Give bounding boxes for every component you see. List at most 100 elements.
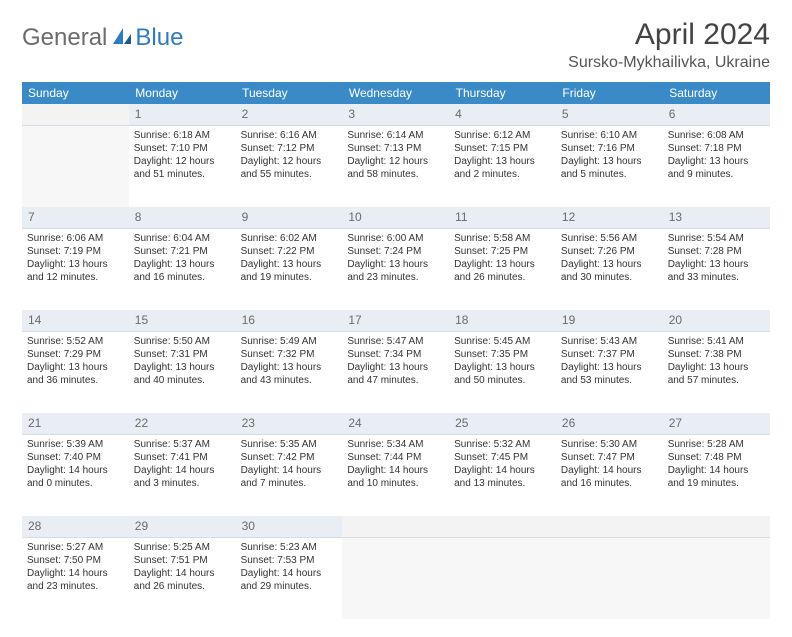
day-info-line: Sunrise: 5:58 AM <box>454 232 551 245</box>
day-header: Wednesday <box>342 82 449 104</box>
week-row: Sunrise: 5:27 AMSunset: 7:50 PMDaylight:… <box>22 537 770 619</box>
day-info-line: Daylight: 14 hours <box>241 567 338 580</box>
day-info-line: and 23 minutes. <box>347 271 444 284</box>
day-info-line: and 2 minutes. <box>454 168 551 181</box>
day-number: 3 <box>342 104 449 125</box>
calendar-table: SundayMondayTuesdayWednesdayThursdayFrid… <box>22 82 770 619</box>
day-info-line: and 19 minutes. <box>241 271 338 284</box>
day-info-line: and 19 minutes. <box>668 477 765 490</box>
day-number: 24 <box>342 413 449 434</box>
day-cell: Sunrise: 5:25 AMSunset: 7:51 PMDaylight:… <box>129 537 236 619</box>
day-info-line: and 30 minutes. <box>561 271 658 284</box>
day-cell <box>449 537 556 619</box>
day-cell: Sunrise: 5:23 AMSunset: 7:53 PMDaylight:… <box>236 537 343 619</box>
day-info-line: Sunset: 7:48 PM <box>668 451 765 464</box>
day-info-line: Sunrise: 5:23 AM <box>241 541 338 554</box>
daynum-row: 282930 <box>22 516 770 537</box>
day-info-line: Daylight: 14 hours <box>347 464 444 477</box>
day-number: 21 <box>22 413 129 434</box>
day-header: Tuesday <box>236 82 343 104</box>
day-info-line: Daylight: 14 hours <box>27 567 124 580</box>
day-info-line: Daylight: 13 hours <box>561 258 658 271</box>
day-info-line: Sunset: 7:50 PM <box>27 554 124 567</box>
day-info-line: Sunset: 7:12 PM <box>241 142 338 155</box>
day-info-line: Daylight: 14 hours <box>134 464 231 477</box>
day-info-line: Sunset: 7:37 PM <box>561 348 658 361</box>
day-info-line: Sunrise: 5:52 AM <box>27 335 124 348</box>
day-info-line: Sunset: 7:34 PM <box>347 348 444 361</box>
daynum-row: 123456 <box>22 104 770 125</box>
day-info-line: Daylight: 12 hours <box>241 155 338 168</box>
day-info-line: and 16 minutes. <box>561 477 658 490</box>
day-cell: Sunrise: 5:58 AMSunset: 7:25 PMDaylight:… <box>449 228 556 310</box>
day-info-line: and 26 minutes. <box>454 271 551 284</box>
day-info-line: Daylight: 13 hours <box>454 155 551 168</box>
day-info-line: and 10 minutes. <box>347 477 444 490</box>
day-info-line: Daylight: 13 hours <box>241 258 338 271</box>
day-info-line: Sunset: 7:15 PM <box>454 142 551 155</box>
day-info-line: and 51 minutes. <box>134 168 231 181</box>
day-info-line: Sunset: 7:53 PM <box>241 554 338 567</box>
day-info-line: Sunrise: 6:14 AM <box>347 129 444 142</box>
day-info-line: Daylight: 14 hours <box>27 464 124 477</box>
day-number: 4 <box>449 104 556 125</box>
day-info-line: and 9 minutes. <box>668 168 765 181</box>
day-info-line: and 0 minutes. <box>27 477 124 490</box>
day-cell: Sunrise: 6:06 AMSunset: 7:19 PMDaylight:… <box>22 228 129 310</box>
day-number: 6 <box>663 104 770 125</box>
day-info-line: Sunrise: 5:34 AM <box>347 438 444 451</box>
day-cell: Sunrise: 5:49 AMSunset: 7:32 PMDaylight:… <box>236 331 343 413</box>
day-cell: Sunrise: 5:41 AMSunset: 7:38 PMDaylight:… <box>663 331 770 413</box>
logo: General Blue <box>22 24 183 52</box>
day-header: Friday <box>556 82 663 104</box>
day-header: Saturday <box>663 82 770 104</box>
day-header: Sunday <box>22 82 129 104</box>
day-info-line: and 13 minutes. <box>454 477 551 490</box>
day-info-line: Sunset: 7:29 PM <box>27 348 124 361</box>
week-row: Sunrise: 5:52 AMSunset: 7:29 PMDaylight:… <box>22 331 770 413</box>
day-number <box>556 516 663 537</box>
day-cell: Sunrise: 5:32 AMSunset: 7:45 PMDaylight:… <box>449 434 556 516</box>
day-info-line: Sunrise: 5:41 AM <box>668 335 765 348</box>
day-info-line: Sunrise: 6:06 AM <box>27 232 124 245</box>
day-number: 9 <box>236 207 343 228</box>
day-number: 14 <box>22 310 129 331</box>
day-number: 19 <box>556 310 663 331</box>
day-info-line: and 57 minutes. <box>668 374 765 387</box>
day-info-line: and 58 minutes. <box>347 168 444 181</box>
day-info-line: Daylight: 13 hours <box>454 258 551 271</box>
day-info-line: and 7 minutes. <box>241 477 338 490</box>
day-info-line: Daylight: 14 hours <box>668 464 765 477</box>
day-info-line: Sunset: 7:47 PM <box>561 451 658 464</box>
day-info-line: Sunrise: 5:30 AM <box>561 438 658 451</box>
day-info-line: Sunrise: 6:16 AM <box>241 129 338 142</box>
day-cell: Sunrise: 5:47 AMSunset: 7:34 PMDaylight:… <box>342 331 449 413</box>
day-info-line: Sunrise: 5:49 AM <box>241 335 338 348</box>
day-number: 8 <box>129 207 236 228</box>
day-info-line: Sunset: 7:19 PM <box>27 245 124 258</box>
day-number: 10 <box>342 207 449 228</box>
day-number: 15 <box>129 310 236 331</box>
day-number: 30 <box>236 516 343 537</box>
day-info-line: Sunset: 7:21 PM <box>134 245 231 258</box>
day-info-line: and 36 minutes. <box>27 374 124 387</box>
day-info-line: and 26 minutes. <box>134 580 231 593</box>
day-cell: Sunrise: 6:14 AMSunset: 7:13 PMDaylight:… <box>342 125 449 207</box>
day-info-line: Sunrise: 5:37 AM <box>134 438 231 451</box>
day-info-line: Sunset: 7:32 PM <box>241 348 338 361</box>
day-info-line: Daylight: 13 hours <box>347 258 444 271</box>
day-info-line: Sunset: 7:42 PM <box>241 451 338 464</box>
day-number: 23 <box>236 413 343 434</box>
day-cell: Sunrise: 5:39 AMSunset: 7:40 PMDaylight:… <box>22 434 129 516</box>
day-number: 28 <box>22 516 129 537</box>
day-header: Thursday <box>449 82 556 104</box>
day-info-line: Daylight: 12 hours <box>134 155 231 168</box>
day-info-line: Sunrise: 6:04 AM <box>134 232 231 245</box>
day-info-line: Sunrise: 5:43 AM <box>561 335 658 348</box>
day-number <box>342 516 449 537</box>
day-info-line: Sunset: 7:51 PM <box>134 554 231 567</box>
day-info-line: Sunrise: 5:50 AM <box>134 335 231 348</box>
day-info-line: Sunrise: 5:25 AM <box>134 541 231 554</box>
day-cell: Sunrise: 5:50 AMSunset: 7:31 PMDaylight:… <box>129 331 236 413</box>
day-number: 5 <box>556 104 663 125</box>
